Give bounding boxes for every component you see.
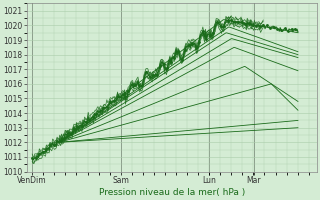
X-axis label: Pression niveau de la mer( hPa ): Pression niveau de la mer( hPa ) — [99, 188, 245, 197]
